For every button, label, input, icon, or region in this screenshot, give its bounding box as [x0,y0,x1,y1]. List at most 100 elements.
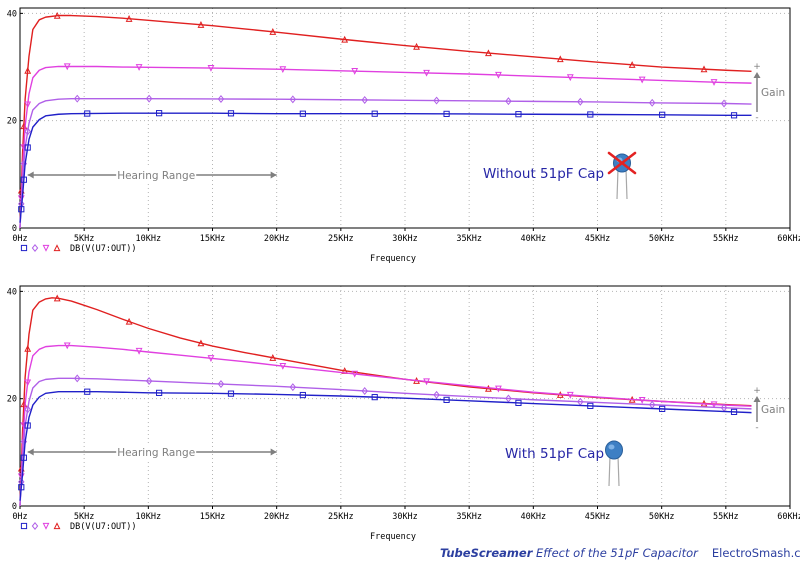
series-point [20,176,27,183]
series-line [19,14,752,229]
series-point [515,399,522,406]
series-2 [17,342,752,507]
series-point [730,408,738,416]
chart-panel-1: 0Hz 5KHz 10KHz 15KHz 20KHz 25KHz 30KHz 35KHz 40K… [7,7,800,264]
footer-caption: TubeScreamer Effect of the 51pF Capacito… [440,546,800,562]
legend-marker [53,522,61,530]
hearing-range-label-bg [116,168,197,182]
series-point [577,97,584,106]
x-tick-label: 50KHz [649,512,675,522]
series-point [18,206,25,213]
series-point [351,370,359,378]
series-point [24,344,32,352]
series-point [207,355,215,363]
y-tick-label: 40 [7,287,17,297]
series-point [135,347,143,355]
series-point [361,386,368,395]
series-point [73,374,81,383]
series-point [125,15,133,22]
series-point [197,339,205,347]
x-tick-label: 10KHz [136,234,162,244]
x-tick-label: 45KHz [585,234,611,244]
series-line [19,65,752,229]
series-point [638,76,646,84]
series-point [84,110,91,117]
x-tick-label: 35KHz [456,512,482,522]
series-point [485,384,492,392]
gain-plus-sign: + [753,62,761,72]
legend-marker [42,244,50,252]
series-point [628,61,636,68]
series-point [638,396,646,404]
legend-label: DB(V(U7:OUT)) [70,522,137,532]
series-2 [17,63,752,229]
series-point [341,35,349,43]
series-point [443,396,450,403]
gain-minus-sign: - [755,423,758,433]
series-point [24,101,32,109]
hearing-range-arrow-head-left [27,448,34,456]
series-point [700,65,708,73]
x-tick-label: 35KHz [456,234,482,244]
y-tick-label: 20 [7,117,17,127]
x-tick-label: 60KHz [777,512,800,522]
hearing-range-arrow-head-right [270,171,277,179]
legend-marker [31,522,39,530]
footer-site[interactable]: ElectroSmash.com [711,546,800,560]
series-point [433,390,440,399]
series-point [227,110,235,117]
series-point [84,388,91,395]
series-point [24,127,31,136]
capacitor-icon [607,151,637,200]
series-line [19,344,752,507]
footer-title: Effect of the 51pF Capacitor [532,546,698,560]
series-point [24,379,32,387]
series-point [24,422,31,429]
series-1 [17,11,752,229]
series-point [587,111,594,118]
series-point [63,63,71,71]
cross-out-stroke-2 [607,151,637,175]
series-4 [18,110,752,223]
x-tick-label: 0Hz [12,234,27,244]
series-point [156,389,163,396]
series-point [720,99,728,108]
x-tick-label: 25KHz [328,234,354,244]
x-tick-label: 40KHz [521,512,547,522]
series-point [371,110,378,117]
series-point [279,362,287,370]
series-point [485,49,492,57]
series-line [19,391,752,501]
gain-label: Gain [761,404,785,416]
x-tick-label: 20KHz [264,512,290,522]
x-tick-label: 5KHz [74,512,94,522]
series-point [145,94,153,103]
series-point [73,94,81,103]
y-tick-label: 0 [12,502,17,512]
capacitor-body [605,440,623,460]
series-3 [18,374,752,507]
hearing-range-label: Hearing Range [117,170,195,182]
x-axis-label: Frequency [370,254,416,264]
series-point [659,405,666,412]
series-point [413,42,420,50]
hearing-range-label: Hearing Range [117,447,195,459]
series-line [19,97,752,229]
series-point [53,11,61,19]
series-point [125,317,133,325]
chart-panel-2: 0Hz 5KHz 10KHz 15KHz 20KHz 25KHz 30KHz 35KHz 40K… [7,285,800,542]
series-point [423,378,430,386]
x-tick-label: 30KHz [392,512,418,522]
series-point [648,98,656,107]
series-point [299,391,306,399]
x-tick-label: 50KHz [649,234,675,244]
x-tick-label: 0Hz [12,512,27,522]
series-point [730,112,738,119]
series-point [515,111,522,118]
x-tick-label: 45KHz [585,512,611,522]
series-point [269,28,277,35]
series-point [289,383,297,392]
series-point [495,385,502,393]
series-point [145,377,153,386]
